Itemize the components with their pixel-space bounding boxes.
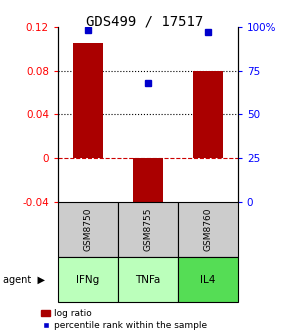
Bar [73, 43, 103, 158]
Bar [58, 257, 118, 302]
Bar [178, 202, 238, 257]
Bar [58, 202, 118, 257]
Text: GSM8750: GSM8750 [84, 208, 93, 251]
Text: IL4: IL4 [200, 275, 215, 285]
Text: TNFa: TNFa [135, 275, 161, 285]
Bar [118, 257, 178, 302]
Text: agent  ▶: agent ▶ [3, 275, 45, 285]
Legend: log ratio, percentile rank within the sample: log ratio, percentile rank within the sa… [39, 307, 209, 332]
Text: GDS499 / 17517: GDS499 / 17517 [86, 14, 204, 28]
Text: GSM8755: GSM8755 [143, 208, 153, 251]
Bar [193, 71, 223, 158]
Text: GSM8760: GSM8760 [203, 208, 212, 251]
Bar [178, 257, 238, 302]
Bar [133, 158, 163, 208]
Text: IFNg: IFNg [76, 275, 99, 285]
Bar [118, 202, 178, 257]
